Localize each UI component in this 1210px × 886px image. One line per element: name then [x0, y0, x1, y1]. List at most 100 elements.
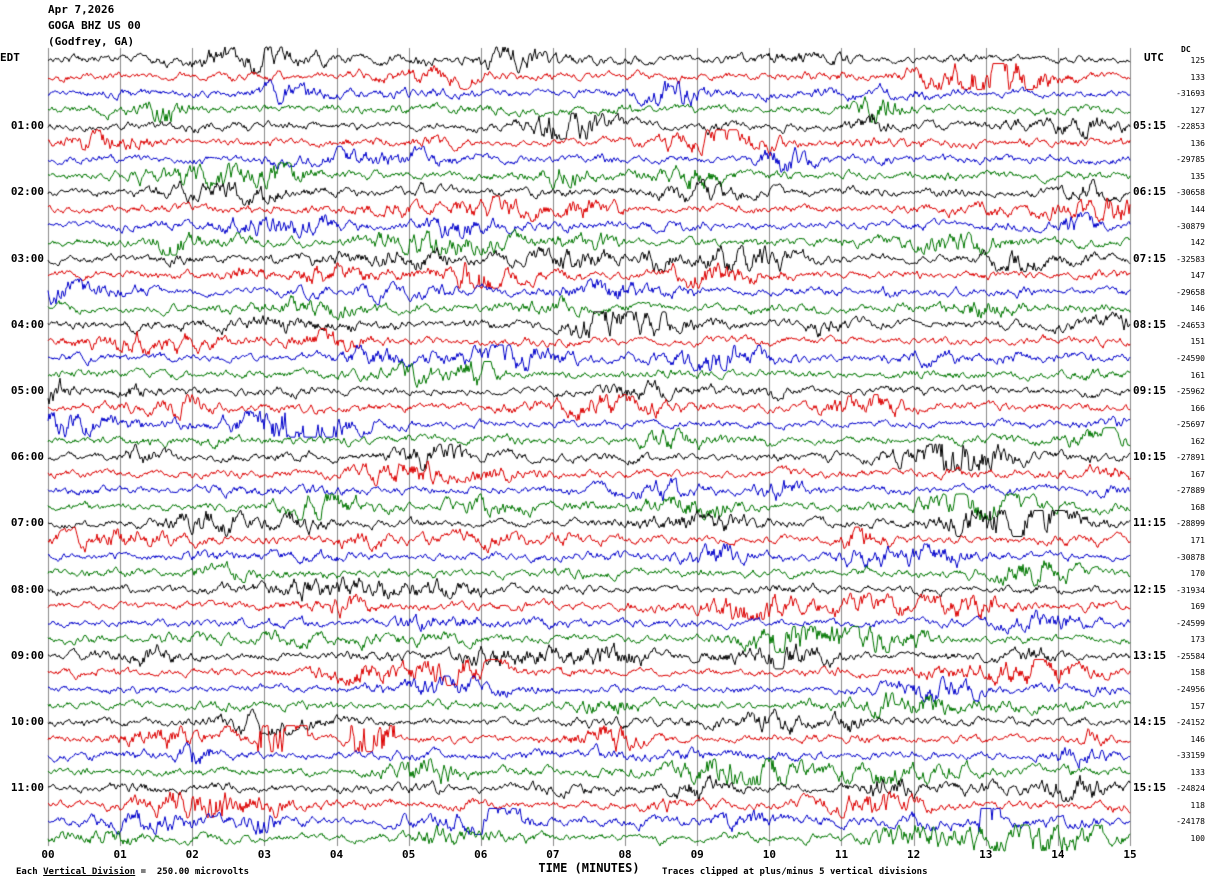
minute-tick-label: 02 — [185, 848, 199, 861]
utc-hour-label: 14:15 — [1133, 715, 1167, 729]
dc-offset-value: 146 — [1190, 734, 1205, 744]
minute-tick-label: 05 — [402, 848, 416, 861]
dc-offset-value: 171 — [1190, 536, 1205, 546]
scale-note-pre: Each — [16, 867, 44, 877]
edt-hour-label: 08:00 — [10, 582, 44, 596]
dc-offset-value: -24824 — [1176, 784, 1205, 794]
utc-hour-label: 06:15 — [1133, 185, 1167, 199]
edt-hour-label: 01:00 — [10, 119, 44, 133]
dc-offset-value: 146 — [1190, 304, 1205, 314]
dc-offset-value: -24152 — [1176, 718, 1205, 728]
dc-offset-value: -31934 — [1176, 585, 1205, 595]
dc-offset-value: -24956 — [1176, 685, 1205, 695]
minute-tick-label: 11 — [834, 848, 849, 861]
dc-offset-value: -24599 — [1176, 618, 1205, 628]
dc-offset-value: 127 — [1190, 105, 1205, 115]
minute-tick-label: 07 — [546, 848, 560, 861]
dc-offset-value: -32583 — [1176, 254, 1205, 264]
utc-hour-label: 12:15 — [1133, 582, 1167, 596]
dc-offset-value: -29785 — [1176, 155, 1205, 165]
dc-offset-value: -24590 — [1176, 353, 1205, 363]
minute-tick-label: 03 — [257, 848, 272, 861]
dc-offset-value: 135 — [1190, 171, 1205, 181]
dc-offset-value: 125 — [1190, 56, 1205, 65]
scale-note-underlined: Vertical Division — [43, 867, 136, 877]
dc-offset-value: 151 — [1190, 337, 1205, 347]
utc-hour-label: 11:15 — [1133, 516, 1167, 530]
minute-tick-label: 12 — [906, 848, 921, 861]
station-id: GOGA BHZ US 00 — [48, 19, 141, 32]
dc-offset-value: -25697 — [1176, 420, 1205, 430]
dc-offset-value: -30879 — [1176, 221, 1205, 231]
dc-offset-value: 169 — [1190, 602, 1205, 612]
dc-offset-value: 167 — [1190, 469, 1205, 479]
dc-offset-value: -24653 — [1176, 320, 1205, 330]
edt-hour-label: 04:00 — [10, 317, 44, 331]
record-date: Apr 7,2026 — [48, 3, 115, 16]
dc-offset-value: 162 — [1190, 436, 1205, 446]
edt-hour-label: 11:00 — [10, 781, 44, 795]
minute-tick-label: 00 — [41, 848, 55, 861]
dc-offset-value: 166 — [1190, 403, 1205, 413]
dc-offset-value: -33159 — [1176, 751, 1205, 761]
dc-offset-value: -29658 — [1176, 287, 1205, 297]
dc-offset-value: -24178 — [1176, 817, 1205, 827]
utc-hour-label: 07:15 — [1133, 251, 1167, 265]
station-place: (Godfrey, GA) — [48, 35, 135, 48]
edt-hour-label: 03:00 — [10, 251, 44, 265]
edt-hour-label: 10:00 — [10, 715, 44, 729]
dc-offset-value: 158 — [1190, 668, 1205, 678]
dc-offset-value: -27889 — [1176, 486, 1205, 496]
dc-offset-value: -25584 — [1176, 651, 1205, 661]
minute-tick-label: 04 — [329, 848, 344, 861]
minute-tick-label: 15 — [1123, 848, 1137, 861]
dc-offset-value: 168 — [1190, 502, 1205, 512]
minute-tick-label: 01 — [113, 848, 127, 861]
clip-note: Traces clipped at plus/minus 5 vertical … — [662, 867, 928, 877]
scale-note: Each Vertical Division = 250.00 microvol… — [16, 867, 249, 877]
dc-offset-value: -30878 — [1176, 552, 1205, 562]
left-timezone-label: EDT — [0, 51, 20, 64]
dc-offset-value: 173 — [1190, 635, 1205, 645]
dc-offset-value: 133 — [1190, 72, 1205, 82]
right-timezone-label: UTC — [1144, 51, 1164, 64]
utc-hour-label: 08:15 — [1133, 317, 1167, 331]
edt-hour-label: 06:00 — [10, 450, 44, 464]
minute-tick-label: 08 — [618, 848, 632, 861]
dc-offset-value: 147 — [1190, 271, 1205, 281]
dc-offset-value: -22853 — [1176, 122, 1205, 132]
x-axis-title: TIME (MINUTES) — [538, 861, 640, 875]
dc-offset-value: -30658 — [1176, 188, 1205, 198]
minute-tick-label: 14 — [1051, 848, 1065, 861]
edt-hour-label: 07:00 — [10, 516, 44, 530]
dc-offset-value: 118 — [1190, 800, 1205, 810]
dc-offset-value: 161 — [1190, 370, 1205, 380]
minute-tick-label: 13 — [979, 848, 993, 861]
dc-offset-value: -25962 — [1176, 387, 1205, 397]
utc-hour-label: 13:15 — [1133, 648, 1167, 662]
dc-column-header: DC — [1181, 45, 1191, 54]
utc-hour-label: 15:15 — [1133, 781, 1167, 795]
dc-offset-value: 100 — [1190, 834, 1205, 843]
minute-tick-label: 09 — [690, 848, 704, 861]
dc-offset-value: 133 — [1190, 767, 1205, 777]
dc-offset-value: -27891 — [1176, 453, 1205, 463]
edt-hour-label: 02:00 — [10, 185, 44, 199]
dc-offset-value: 136 — [1190, 138, 1205, 148]
utc-hour-label: 10:15 — [1133, 450, 1167, 464]
dc-offset-value: 170 — [1190, 569, 1205, 579]
dc-offset-value: 157 — [1190, 701, 1205, 711]
utc-hour-label: 05:15 — [1133, 119, 1167, 133]
scale-note-post: = 250.00 microvolts — [135, 867, 250, 877]
dc-offset-value: -28899 — [1176, 519, 1205, 529]
dc-offset-value: 144 — [1190, 204, 1205, 214]
dc-offset-value: 142 — [1190, 238, 1205, 248]
dc-offset-value: -31693 — [1176, 89, 1205, 99]
utc-hour-label: 09:15 — [1133, 384, 1167, 398]
edt-hour-label: 05:00 — [10, 384, 44, 398]
edt-hour-label: 09:00 — [10, 648, 44, 662]
minute-tick-label: 06 — [474, 848, 488, 861]
minute-tick-label: 10 — [762, 848, 776, 861]
